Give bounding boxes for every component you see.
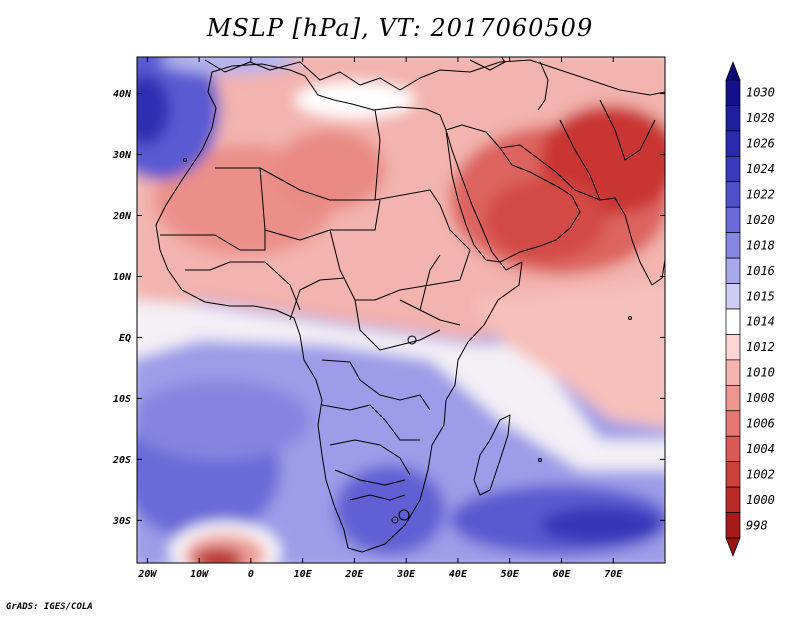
colorbar-label: 1024 xyxy=(746,162,775,176)
colorbar-bottom-arrow xyxy=(725,537,741,557)
lon-tick-label: 0 xyxy=(248,569,254,580)
colorbar-swatch xyxy=(725,512,741,539)
lon-tick-label: 20W xyxy=(137,569,157,580)
colorbar-label: 1015 xyxy=(746,289,775,303)
asia-coastline xyxy=(499,144,665,286)
colorbar-swatch xyxy=(725,486,741,513)
lon-tick-label: 10E xyxy=(294,569,313,580)
lon-tick-label: 60E xyxy=(552,569,571,580)
colorbar-label: 1030 xyxy=(746,86,775,100)
lat-tick-label: 10N xyxy=(113,272,132,283)
africa-coastline xyxy=(155,63,523,553)
colorbar-swatch xyxy=(725,79,741,106)
colorbar-label: 1026 xyxy=(746,137,775,151)
map-title: MSLP [hPa], VT: 2017060509 xyxy=(206,14,594,42)
longitude-axis: 20W 10W 0 10E 20E 30E 40E 50E 60E 70E xyxy=(137,57,623,580)
colorbar-label: 1004 xyxy=(746,442,775,456)
lat-tick-label: 30N xyxy=(112,150,132,161)
colorbar-top-arrow xyxy=(725,61,741,81)
lon-tick-label: 10W xyxy=(190,569,209,580)
colorbar-label: 1002 xyxy=(746,467,775,481)
latitude-axis: 40N 30N 20N 10N EQ 10S 20S 30S xyxy=(112,89,665,527)
colorbar-swatch xyxy=(725,308,741,335)
lon-tick-label: 20E xyxy=(344,569,364,580)
colorbar-swatch xyxy=(725,359,741,386)
colorbar-label: 1006 xyxy=(746,417,775,431)
colorbar-label: 1008 xyxy=(746,391,775,405)
lat-tick-label: 40N xyxy=(113,89,132,100)
lon-tick-label: 70E xyxy=(604,569,623,580)
lat-tick-label: 10S xyxy=(113,394,131,405)
colorbar-swatch xyxy=(725,130,741,157)
colorbar-swatch xyxy=(725,232,741,259)
colorbar-swatch xyxy=(725,257,741,284)
pressure-field xyxy=(137,57,665,563)
colorbar-label: 1000 xyxy=(746,493,775,507)
lon-tick-label: 40E xyxy=(449,569,468,580)
colorbar: 1030 1028 1026 1024 1022 1020 1018 1016 1015 1014… xyxy=(725,61,775,557)
madagascar-coastline xyxy=(473,414,511,496)
lat-tick-label: 20S xyxy=(112,455,131,466)
lat-tick-label: EQ xyxy=(119,333,131,344)
colorbar-swatch xyxy=(725,461,741,488)
colorbar-label: 998 xyxy=(746,518,768,532)
colorbar-swatch xyxy=(725,334,741,361)
arabia-coastline xyxy=(445,124,581,263)
colorbar-swatch xyxy=(725,155,741,183)
lon-tick-label: 30E xyxy=(396,569,416,580)
footer-credit: GrADS: IGES/COLA xyxy=(6,602,93,612)
colorbar-label: 1022 xyxy=(746,188,775,202)
colorbar-swatch xyxy=(725,384,741,412)
lat-tick-label: 30S xyxy=(112,516,131,527)
colorbar-swatch xyxy=(725,105,741,132)
colorbar-label: 1014 xyxy=(746,315,775,329)
colorbar-swatch xyxy=(725,435,741,463)
lon-tick-label: 50E xyxy=(501,569,520,580)
colorbar-label: 1012 xyxy=(746,340,775,354)
colorbar-label: 1016 xyxy=(746,264,775,278)
colorbar-label: 1018 xyxy=(746,238,775,252)
plot-frame xyxy=(136,56,666,564)
lat-tick-label: 20N xyxy=(112,211,132,222)
colorbar-label: 1028 xyxy=(746,111,775,125)
colorbar-swatch xyxy=(725,410,741,437)
colorbar-label: 1020 xyxy=(746,213,775,227)
europe-coastline xyxy=(204,59,665,96)
colorbar-swatch xyxy=(725,206,741,234)
colorbar-swatch xyxy=(725,181,741,208)
colorbar-swatch xyxy=(725,283,741,310)
colorbar-label: 1010 xyxy=(746,366,775,380)
